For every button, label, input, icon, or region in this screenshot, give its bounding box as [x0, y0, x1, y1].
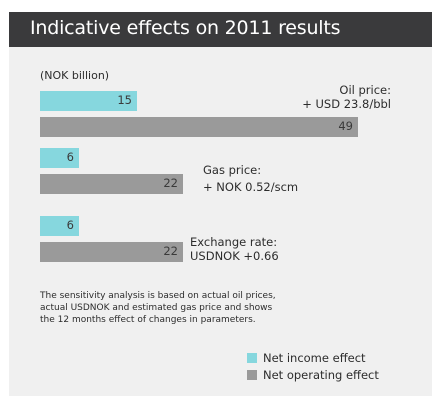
- group-label-line1: Gas price:: [203, 163, 262, 177]
- group-label-line1: Oil price:: [339, 83, 391, 97]
- group-label-line1: Exchange rate:: [190, 235, 278, 249]
- legend-net-operating: Net operating effect: [247, 368, 379, 382]
- unit-label: (NOK billion): [40, 69, 110, 82]
- legend-net-income: Net income effect: [247, 351, 366, 365]
- chart-panel: Indicative effects on 2011 results (NOK …: [9, 12, 432, 396]
- data-label-gas-price-net-operating: 22: [163, 176, 178, 190]
- data-label-exchange-rate-net-operating: 22: [163, 244, 178, 258]
- bar-oil-price-net-income: [40, 91, 137, 111]
- legend-label-net-operating: Net operating effect: [263, 368, 379, 382]
- footnote: The sensitivity analysis is based on act…: [40, 291, 276, 325]
- legend-label-net-income: Net income effect: [263, 351, 366, 365]
- group-label-line2: USDNOK +0.66: [190, 249, 279, 263]
- group-label-line2: + NOK 0.52/scm: [203, 180, 299, 194]
- group-label-exchange-rate: Exchange rate: USDNOK +0.66: [190, 235, 279, 263]
- data-label-exchange-rate-net-income: 6: [66, 218, 74, 232]
- bar-oil-price-net-operating: [40, 117, 358, 137]
- bar-gas-price-net-operating: [40, 174, 183, 194]
- group-label-line2: + USD 23.8/bbl: [302, 97, 391, 111]
- bar-exchange-rate-net-operating: [40, 242, 183, 262]
- group-label-gas-price: Gas price: + NOK 0.52/scm: [203, 163, 298, 194]
- chart-header: Indicative effects on 2011 results: [9, 12, 432, 47]
- chart-title: Indicative effects on 2011 results: [30, 17, 341, 39]
- data-label-oil-price-net-income: 15: [117, 93, 132, 107]
- bar-gas-price-net-income: [40, 148, 79, 168]
- data-label-oil-price-net-operating: 49: [338, 119, 353, 133]
- data-label-gas-price-net-income: 6: [66, 150, 74, 164]
- legend-swatch-net-operating: [247, 370, 257, 380]
- group-label-oil-price: Oil price: + USD 23.8/bbl: [302, 83, 391, 111]
- bar-exchange-rate-net-income: [40, 216, 79, 236]
- legend-swatch-net-income: [247, 353, 257, 363]
